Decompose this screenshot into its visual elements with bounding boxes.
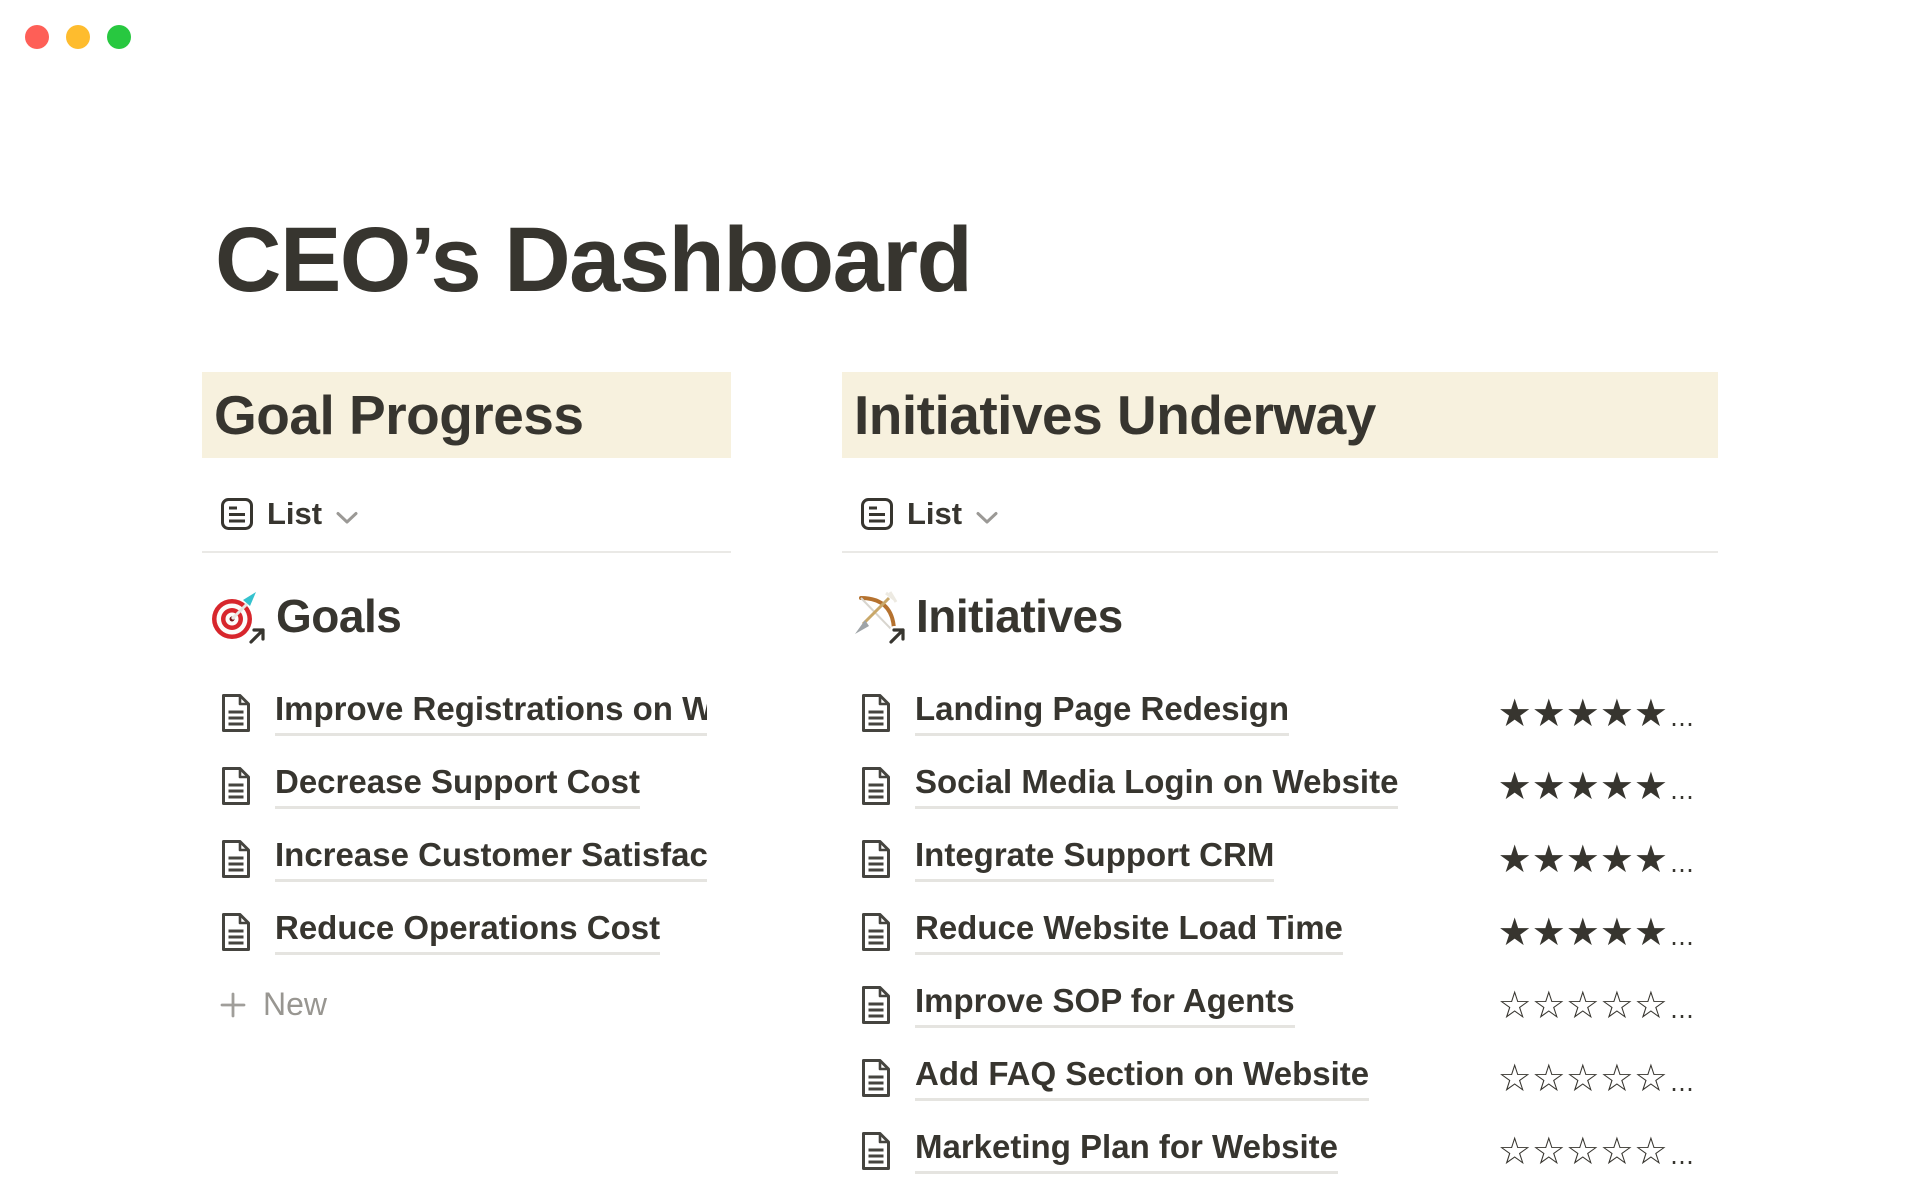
bow-and-arrow-emoji [850, 591, 907, 646]
list-view-icon [221, 498, 253, 530]
list-item[interactable]: Increase Customer Satisfaction [202, 822, 731, 895]
page-icon [862, 912, 890, 951]
page-icon [862, 985, 890, 1024]
page-icon [862, 1058, 890, 1097]
view-label: List [267, 496, 323, 531]
list-item[interactable]: Add FAQ Section on Website ☆☆☆☆☆ … [842, 1041, 1718, 1114]
database-title-link[interactable]: Initiatives [916, 590, 1123, 642]
chevron-down-icon [336, 512, 358, 524]
section-header-goal-progress: Goal Progress [202, 372, 731, 458]
page-icon [222, 766, 250, 805]
page-link[interactable]: Reduce Website Load Time [915, 908, 1343, 955]
stars: ★★★★★ [1497, 836, 1668, 881]
view-switcher-button[interactable]: List [202, 488, 731, 540]
divider [202, 551, 731, 553]
stars-truncation-ellipsis: … [1670, 922, 1694, 951]
stars: ★★★★★ [1497, 690, 1668, 735]
stars: ☆☆☆☆☆ [1497, 1055, 1668, 1100]
list-item[interactable]: Improve Registrations on Website [202, 676, 731, 749]
new-page-button[interactable]: New [202, 968, 731, 1041]
page-link[interactable]: Social Media Login on Website [915, 762, 1399, 809]
page-link[interactable]: Decrease Support Cost [275, 762, 640, 809]
stars-truncation-ellipsis: … [1670, 1141, 1694, 1170]
window-controls [25, 25, 131, 49]
rating-stars[interactable]: ☆☆☆☆☆ … [1498, 983, 1694, 1027]
list-item[interactable]: Marketing Plan for Website ☆☆☆☆☆ … [842, 1114, 1718, 1187]
new-button-label: New [263, 986, 328, 1022]
database-title-link[interactable]: Goals [276, 590, 402, 642]
rating-stars[interactable]: ★★★★★ … [1498, 910, 1694, 954]
column-initiatives-underway: Initiatives Underway List [842, 372, 1718, 1187]
dart-target-emoji [210, 591, 267, 646]
stars-truncation-ellipsis: … [1670, 1068, 1694, 1097]
view-switcher-button[interactable]: List [842, 488, 1718, 540]
list-item[interactable]: Social Media Login on Website ★★★★★ … [842, 749, 1718, 822]
page-link[interactable]: Improve SOP for Agents [915, 981, 1295, 1028]
page-link[interactable]: Increase Customer Satisfaction [275, 835, 707, 882]
stars: ☆☆☆☆☆ [1497, 1128, 1668, 1173]
close-window-button[interactable] [25, 25, 49, 49]
list-item[interactable]: Improve SOP for Agents ☆☆☆☆☆ … [842, 968, 1718, 1041]
database-title-row-initiatives: Initiatives [842, 585, 1718, 647]
page-link[interactable]: Integrate Support CRM [915, 835, 1275, 882]
column-goal-progress: Goal Progress List [202, 372, 731, 1041]
list-item[interactable]: Integrate Support CRM ★★★★★ … [842, 822, 1718, 895]
page-link[interactable]: Reduce Operations Cost [275, 908, 661, 955]
list-item[interactable]: Reduce Operations Cost [202, 895, 731, 968]
rating-stars[interactable]: ★★★★★ … [1498, 764, 1694, 808]
minimize-window-button[interactable] [66, 25, 90, 49]
page-link[interactable]: Add FAQ Section on Website [915, 1054, 1370, 1101]
page-icon [222, 693, 250, 732]
page-icon [222, 912, 250, 951]
plus-icon [220, 992, 246, 1017]
page-title: CEO’s Dashboard [215, 208, 973, 311]
stars-truncation-ellipsis: … [1670, 995, 1694, 1024]
list-view-icon [861, 498, 893, 530]
rating-stars[interactable]: ★★★★★ … [1498, 691, 1694, 735]
stars: ☆☆☆☆☆ [1497, 982, 1668, 1027]
stars-truncation-ellipsis: … [1670, 776, 1694, 805]
page-icon [862, 839, 890, 878]
rating-stars[interactable]: ☆☆☆☆☆ … [1498, 1129, 1694, 1173]
list-item[interactable]: Reduce Website Load Time ★★★★★ … [842, 895, 1718, 968]
goals-list: Improve Registrations on Website Decreas… [202, 676, 731, 968]
list-item[interactable]: Landing Page Redesign ★★★★★ … [842, 676, 1718, 749]
stars: ★★★★★ [1497, 909, 1668, 954]
stars: ★★★★★ [1497, 763, 1668, 808]
arrow-north-east-icon [887, 626, 907, 646]
section-header-label: Goal Progress [214, 384, 584, 446]
page-link[interactable]: Improve Registrations on Website [275, 689, 707, 736]
rating-stars[interactable]: ☆☆☆☆☆ … [1498, 1056, 1694, 1100]
zoom-window-button[interactable] [107, 25, 131, 49]
page-icon [862, 1131, 890, 1170]
page-link[interactable]: Marketing Plan for Website [915, 1127, 1338, 1174]
section-header-initiatives-underway: Initiatives Underway [842, 372, 1718, 458]
page-link[interactable]: Landing Page Redesign [915, 689, 1290, 736]
view-label: List [907, 496, 963, 531]
page-icon [862, 693, 890, 732]
section-header-label: Initiatives Underway [854, 384, 1376, 446]
divider [842, 551, 1718, 553]
initiatives-list: Landing Page Redesign ★★★★★ … Social Med… [842, 676, 1718, 1187]
stars-truncation-ellipsis: … [1670, 703, 1694, 732]
arrow-north-east-icon [247, 626, 267, 646]
chevron-down-icon [976, 512, 998, 524]
list-item[interactable]: Decrease Support Cost [202, 749, 731, 822]
rating-stars[interactable]: ★★★★★ … [1498, 837, 1694, 881]
stars-truncation-ellipsis: … [1670, 849, 1694, 878]
page-icon [862, 766, 890, 805]
database-title-row-goals: Goals [202, 585, 731, 647]
page-icon [222, 839, 250, 878]
